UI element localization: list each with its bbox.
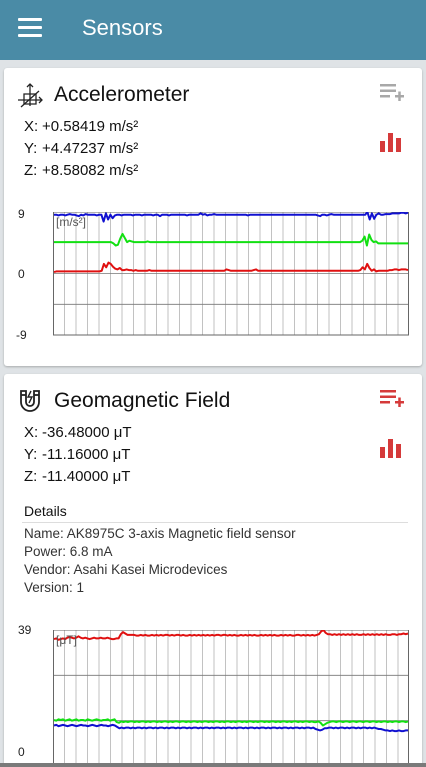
reading-z: Z: +8.58082 m/s² [24,162,139,179]
axes-icon [18,83,43,108]
detail-vendor: Vendor: Asahi Kasei Microdevices [24,562,228,577]
geomagnetic-chart [53,630,409,767]
card-title: Geomagnetic Field [54,389,231,412]
plot-frame [53,212,409,336]
accelerometer-chart [53,212,409,336]
nav-bar-edge [0,763,426,767]
reading-x: X: +0.58419 m/s² [24,118,139,135]
hamburger-menu-icon[interactable] [18,18,42,38]
y-tick-max: 9 [18,207,25,221]
reading-z: Z: -11.40000 μT [24,468,131,485]
y-axis-unit: [μT] [56,633,77,647]
y-axis-unit: [m/s²] [56,215,86,229]
app-bar: Sensors [0,0,426,60]
series-line-2 [53,723,408,733]
y-tick-zero: 0 [18,267,25,281]
reading-y: Y: +4.47237 m/s² [24,140,139,157]
series-line-1 [54,232,408,247]
detail-version: Version: 1 [24,580,85,595]
magnet-icon [20,390,40,412]
add-to-log-icon[interactable] [380,388,406,412]
plot-frame [53,630,409,767]
reading-x: X: -36.48000 μT [24,424,132,441]
add-to-log-icon[interactable] [380,82,406,106]
card-title: Accelerometer [54,83,190,106]
grid-vertical [53,630,399,766]
details-heading: Details [24,503,67,519]
bar-chart-icon[interactable] [378,131,404,153]
bar-chart-icon[interactable] [378,437,404,459]
y-tick-zero: 0 [18,745,25,759]
series-line-1 [53,718,409,727]
y-tick-max: 39 [18,623,32,637]
accelerometer-card: Accelerometer X: +0.58419 m/s² Y: +4.47237… [4,68,422,366]
series-line-0 [54,212,409,223]
reading-y: Y: -11.16000 μT [24,446,131,463]
detail-power: Power: 6.8 mA [24,544,113,559]
series-line-2 [53,261,409,274]
geomagnetic-card: Geomagnetic Field X: -36.48000 μT Y: -11.1… [4,374,422,767]
y-tick-min: -9 [16,328,27,342]
detail-name: Name: AK8975C 3-axis Magnetic field sens… [24,526,296,541]
details-divider [22,522,408,523]
series-line-0 [53,630,409,641]
app-title: Sensors [82,15,163,40]
